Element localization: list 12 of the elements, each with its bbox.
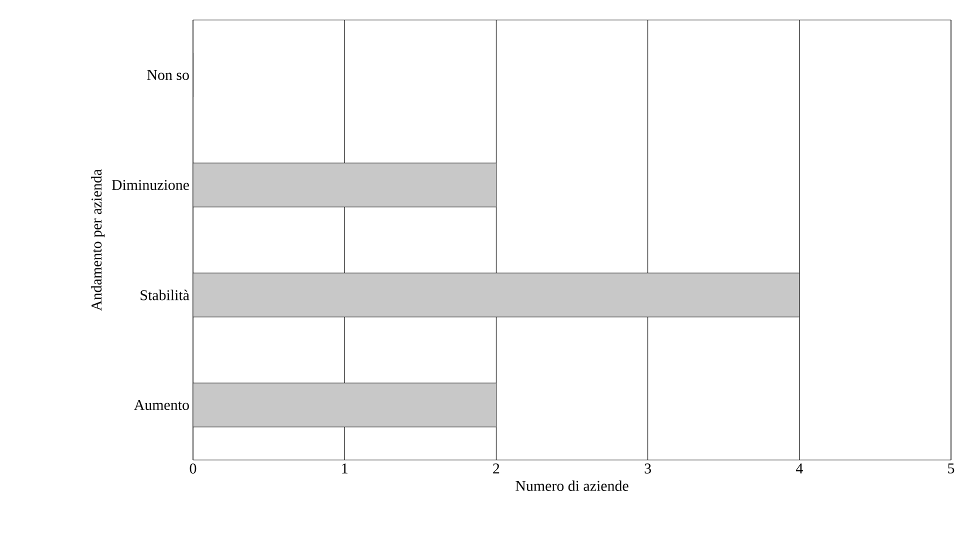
y-tick-label: Diminuzione	[112, 180, 189, 190]
x-tick-label: 1	[342, 464, 348, 474]
y-tick-label: Aumento	[134, 400, 189, 410]
x-tick-label: 0	[190, 464, 196, 474]
y-tick-label: Stabilità	[140, 290, 190, 300]
x-tick-label: 3	[644, 464, 651, 474]
x-tick-label: 5	[948, 464, 954, 474]
x-tick-label: 2	[493, 464, 500, 474]
y-tick-label: Non so	[147, 70, 189, 80]
x-axis-title: Numero di aziende	[516, 480, 628, 491]
x-tick-label: 4	[796, 464, 803, 474]
y-axis-title: Andamento per azienda	[91, 169, 105, 311]
